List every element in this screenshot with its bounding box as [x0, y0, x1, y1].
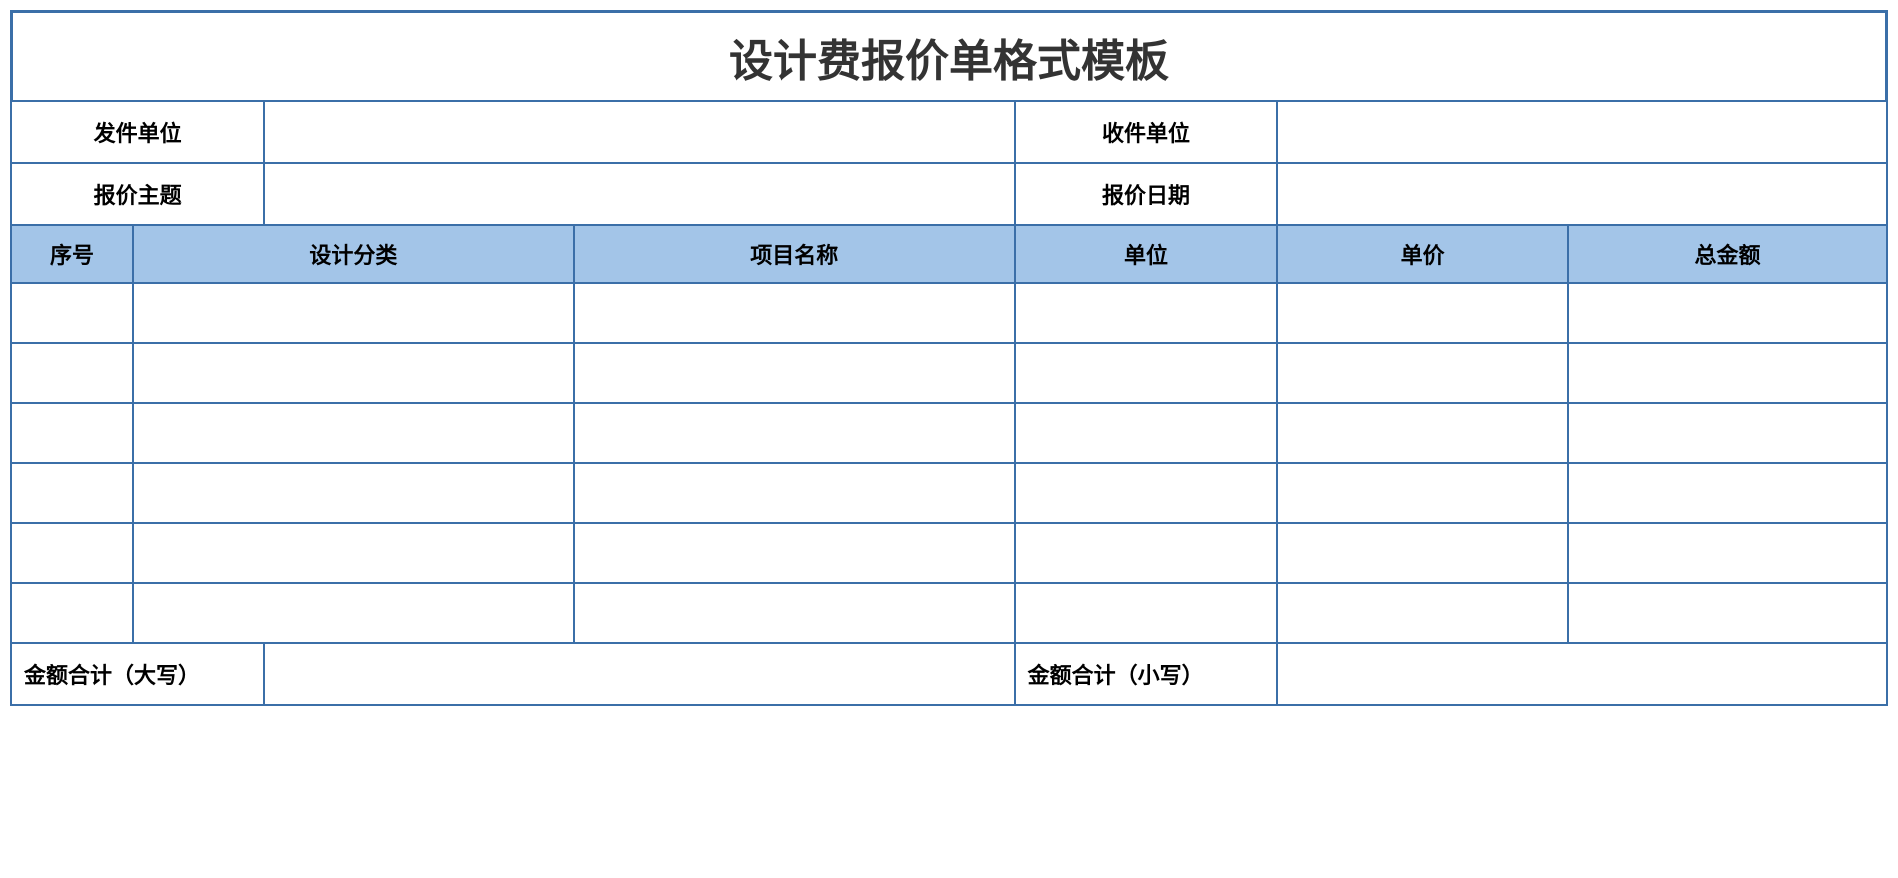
cell-category: [133, 583, 574, 643]
cell-project: [574, 523, 1015, 583]
col-header-project: 项目名称: [574, 225, 1015, 283]
data-row: [11, 403, 1887, 463]
cell-unit: [1015, 583, 1278, 643]
cell-price: [1277, 463, 1568, 523]
col-header-price: 单价: [1277, 225, 1568, 283]
cell-total: [1568, 583, 1887, 643]
data-row: [11, 523, 1887, 583]
cell-total: [1568, 343, 1887, 403]
total-num-label: 金额合计（小写）: [1015, 643, 1278, 705]
quotation-template: 设计费报价单格式模板 发件单位 收件单位 报价主题 报价日期 序号: [10, 10, 1888, 706]
cell-category: [133, 463, 574, 523]
cell-index: [11, 283, 133, 343]
cell-price: [1277, 283, 1568, 343]
cell-unit: [1015, 343, 1278, 403]
receiver-value: [1277, 101, 1887, 163]
cell-unit: [1015, 523, 1278, 583]
cell-total: [1568, 523, 1887, 583]
cell-unit: [1015, 403, 1278, 463]
cell-index: [11, 583, 133, 643]
receiver-label: 收件单位: [1015, 101, 1278, 163]
subject-label: 报价主题: [11, 163, 264, 225]
cell-unit: [1015, 463, 1278, 523]
cell-index: [11, 463, 133, 523]
col-header-category: 设计分类: [133, 225, 574, 283]
date-value: [1277, 163, 1887, 225]
data-row: [11, 343, 1887, 403]
cell-total: [1568, 403, 1887, 463]
quotation-table: 发件单位 收件单位 报价主题 报价日期 序号 设计分类 项目名称 单位 单价 总…: [10, 100, 1888, 706]
page-title: 设计费报价单格式模板: [729, 25, 1169, 89]
total-num-value: [1277, 643, 1887, 705]
cell-project: [574, 283, 1015, 343]
cell-price: [1277, 583, 1568, 643]
cell-project: [574, 403, 1015, 463]
cell-category: [133, 403, 574, 463]
cell-total: [1568, 283, 1887, 343]
cell-category: [133, 343, 574, 403]
sender-label: 发件单位: [11, 101, 264, 163]
title-container: 设计费报价单格式模板: [10, 10, 1888, 100]
sender-value: [264, 101, 1014, 163]
cell-price: [1277, 523, 1568, 583]
cell-price: [1277, 403, 1568, 463]
cell-index: [11, 523, 133, 583]
total-cn-value: [264, 643, 1014, 705]
col-header-index: 序号: [11, 225, 133, 283]
cell-price: [1277, 343, 1568, 403]
info-row-subject: 报价主题 报价日期: [11, 163, 1887, 225]
total-cn-label: 金额合计（大写）: [11, 643, 264, 705]
cell-category: [133, 523, 574, 583]
col-header-total: 总金额: [1568, 225, 1887, 283]
cell-unit: [1015, 283, 1278, 343]
footer-row: 金额合计（大写） 金额合计（小写）: [11, 643, 1887, 705]
cell-project: [574, 463, 1015, 523]
data-row: [11, 583, 1887, 643]
cell-total: [1568, 463, 1887, 523]
cell-index: [11, 343, 133, 403]
data-row: [11, 283, 1887, 343]
column-header-row: 序号 设计分类 项目名称 单位 单价 总金额: [11, 225, 1887, 283]
cell-project: [574, 343, 1015, 403]
cell-category: [133, 283, 574, 343]
subject-value: [264, 163, 1014, 225]
col-header-unit: 单位: [1015, 225, 1278, 283]
cell-project: [574, 583, 1015, 643]
cell-index: [11, 403, 133, 463]
data-row: [11, 463, 1887, 523]
info-row-sender: 发件单位 收件单位: [11, 101, 1887, 163]
date-label: 报价日期: [1015, 163, 1278, 225]
